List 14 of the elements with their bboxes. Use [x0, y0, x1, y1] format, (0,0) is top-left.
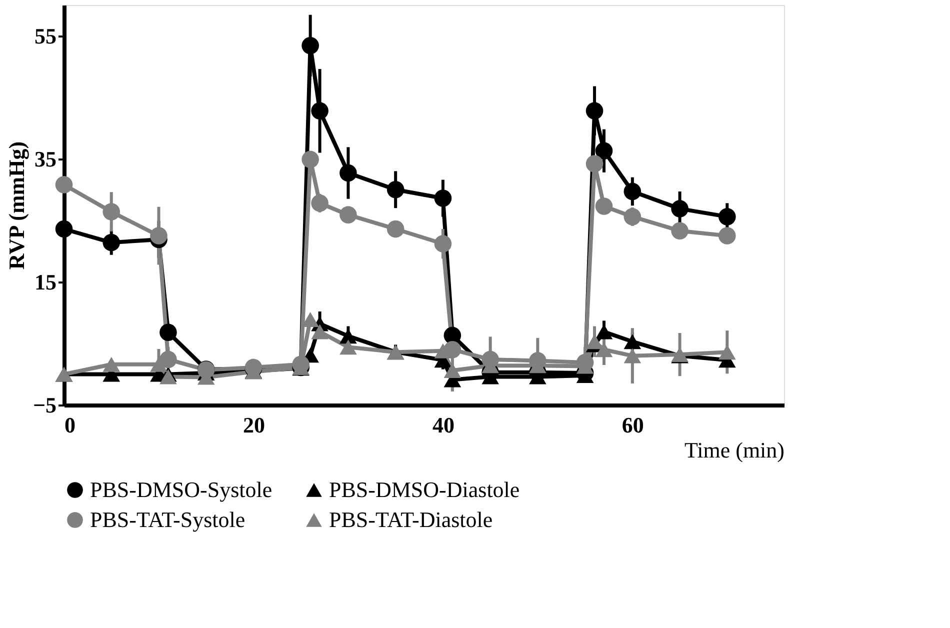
y-axis-title: RVP (mmHg) [4, 141, 29, 270]
y-tick-label: 35 [34, 146, 56, 172]
x-axis-title: Time (min) [684, 438, 784, 462]
legend-label: PBS-TAT-Diastole [329, 507, 493, 532]
x-tick-label: 0 [64, 412, 76, 438]
x-tick-label: 20 [242, 412, 265, 438]
y-tick-label: 15 [34, 269, 56, 294]
legend-label: PBS-DMSO-Systole [90, 477, 272, 502]
x-tick-label: 40 [432, 412, 454, 438]
legend-label: PBS-TAT-Systole [90, 507, 246, 532]
legend-label: PBS-DMSO-Diastole [329, 477, 520, 502]
x-tick-label: 60 [622, 412, 644, 438]
y-tick-label: 55 [34, 23, 56, 48]
y-tick-label: −5 [32, 392, 56, 418]
